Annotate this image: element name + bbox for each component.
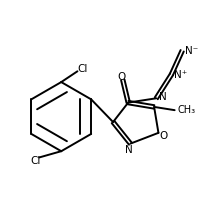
Text: N⁻: N⁻ [185, 46, 198, 56]
Text: N: N [159, 92, 167, 102]
Text: O: O [159, 131, 167, 141]
Text: O: O [118, 72, 126, 82]
Text: Cl: Cl [78, 64, 88, 74]
Text: N: N [125, 145, 133, 155]
Text: Cl: Cl [30, 156, 41, 166]
Text: CH₃: CH₃ [178, 105, 196, 115]
Text: N⁺: N⁺ [174, 70, 187, 79]
